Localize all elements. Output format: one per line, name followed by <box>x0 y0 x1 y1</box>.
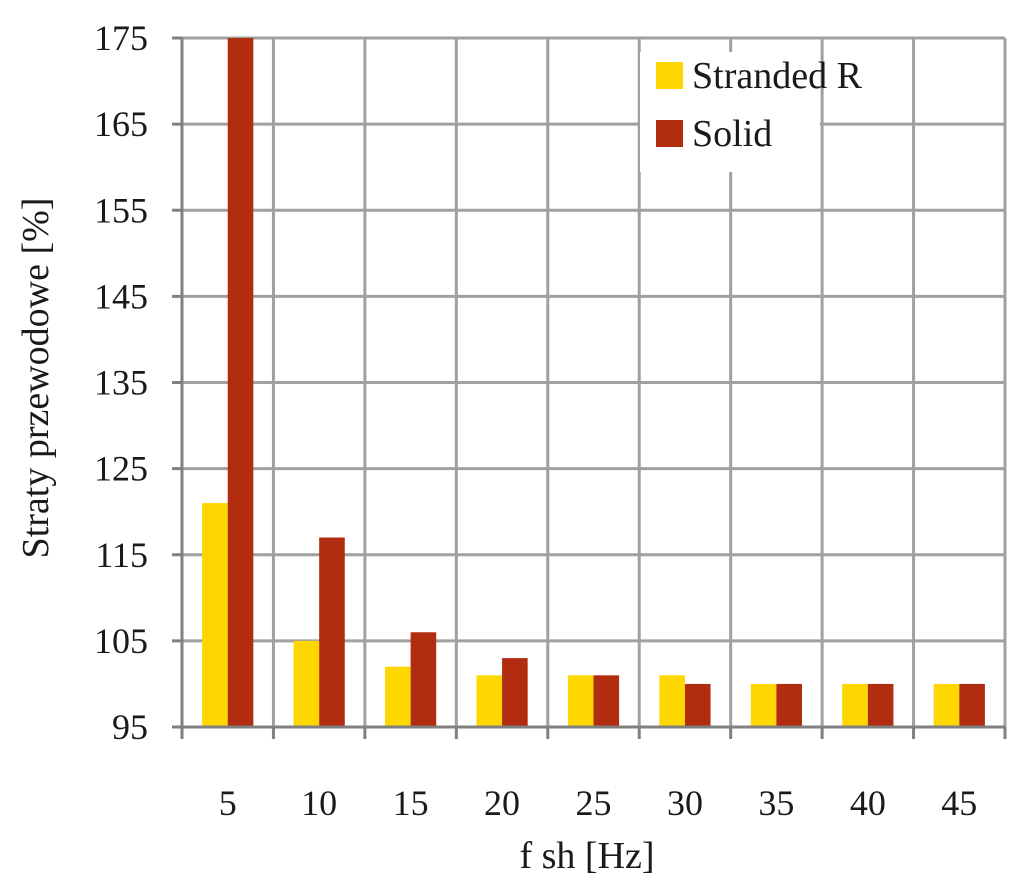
y-tick-label-115: 115 <box>95 535 148 575</box>
bar-solid-35 <box>776 683 802 727</box>
bar-solid-5 <box>227 38 254 727</box>
bar-stranded-r-5 <box>202 503 228 727</box>
legend-label-solid: Solid <box>692 113 772 155</box>
grid <box>180 36 1007 729</box>
y-tick-label-95: 95 <box>112 707 148 747</box>
y-tick-label-165: 165 <box>94 104 148 144</box>
bar-stranded-r-10 <box>293 640 320 727</box>
legend: Stranded R Solid <box>640 52 863 172</box>
y-tick-label-135: 135 <box>94 363 148 403</box>
y-tick-label-155: 155 <box>94 190 148 230</box>
x-tick-label-40: 40 <box>850 783 886 823</box>
bar-solid-40 <box>867 683 894 727</box>
bar-stranded-r-40 <box>842 683 868 727</box>
y-tick-label-145: 145 <box>94 276 148 316</box>
x-tick-labels: 5 10 15 20 25 30 35 40 45 <box>219 783 978 823</box>
x-tick-label-45: 45 <box>941 783 977 823</box>
x-axis-label: f sh [Hz] <box>519 835 654 877</box>
x-tick-label-10: 10 <box>301 783 337 823</box>
bar-stranded-r-25 <box>567 675 594 727</box>
x-tick-label-15: 15 <box>393 783 429 823</box>
bar-solid-10 <box>319 537 345 727</box>
y-axis-label: Straty przewodowe [%] <box>15 198 57 559</box>
y-tick-labels: 95 105 115 125 135 145 155 165 175 <box>94 18 148 747</box>
legend-swatch-stranded-r <box>656 62 683 89</box>
bar-solid-45 <box>959 683 985 727</box>
y-tick-label-125: 125 <box>94 449 148 489</box>
x-tick-label-5: 5 <box>219 783 237 823</box>
bar-solid-30 <box>684 683 711 727</box>
bar-stranded-r-35 <box>750 683 777 727</box>
axes <box>172 36 1007 739</box>
bar-solid-15 <box>410 632 437 727</box>
bar-stranded-r-20 <box>476 675 503 727</box>
bar-stranded-r-15 <box>385 666 411 727</box>
y-tick-label-175: 175 <box>94 18 148 58</box>
bars <box>202 38 985 727</box>
x-tick-label-20: 20 <box>484 783 520 823</box>
bar-solid-25 <box>593 675 620 727</box>
bar-stranded-r-30 <box>659 675 685 727</box>
bar-solid-20 <box>502 658 528 727</box>
x-tick-label-25: 25 <box>576 783 612 823</box>
legend-swatch-solid <box>656 120 683 147</box>
y-tick-label-105: 105 <box>94 621 148 661</box>
x-tick-label-30: 30 <box>667 783 703 823</box>
bar-stranded-r-45 <box>933 683 960 727</box>
x-tick-label-35: 35 <box>758 783 794 823</box>
legend-label-stranded-r: Stranded R <box>692 55 863 97</box>
